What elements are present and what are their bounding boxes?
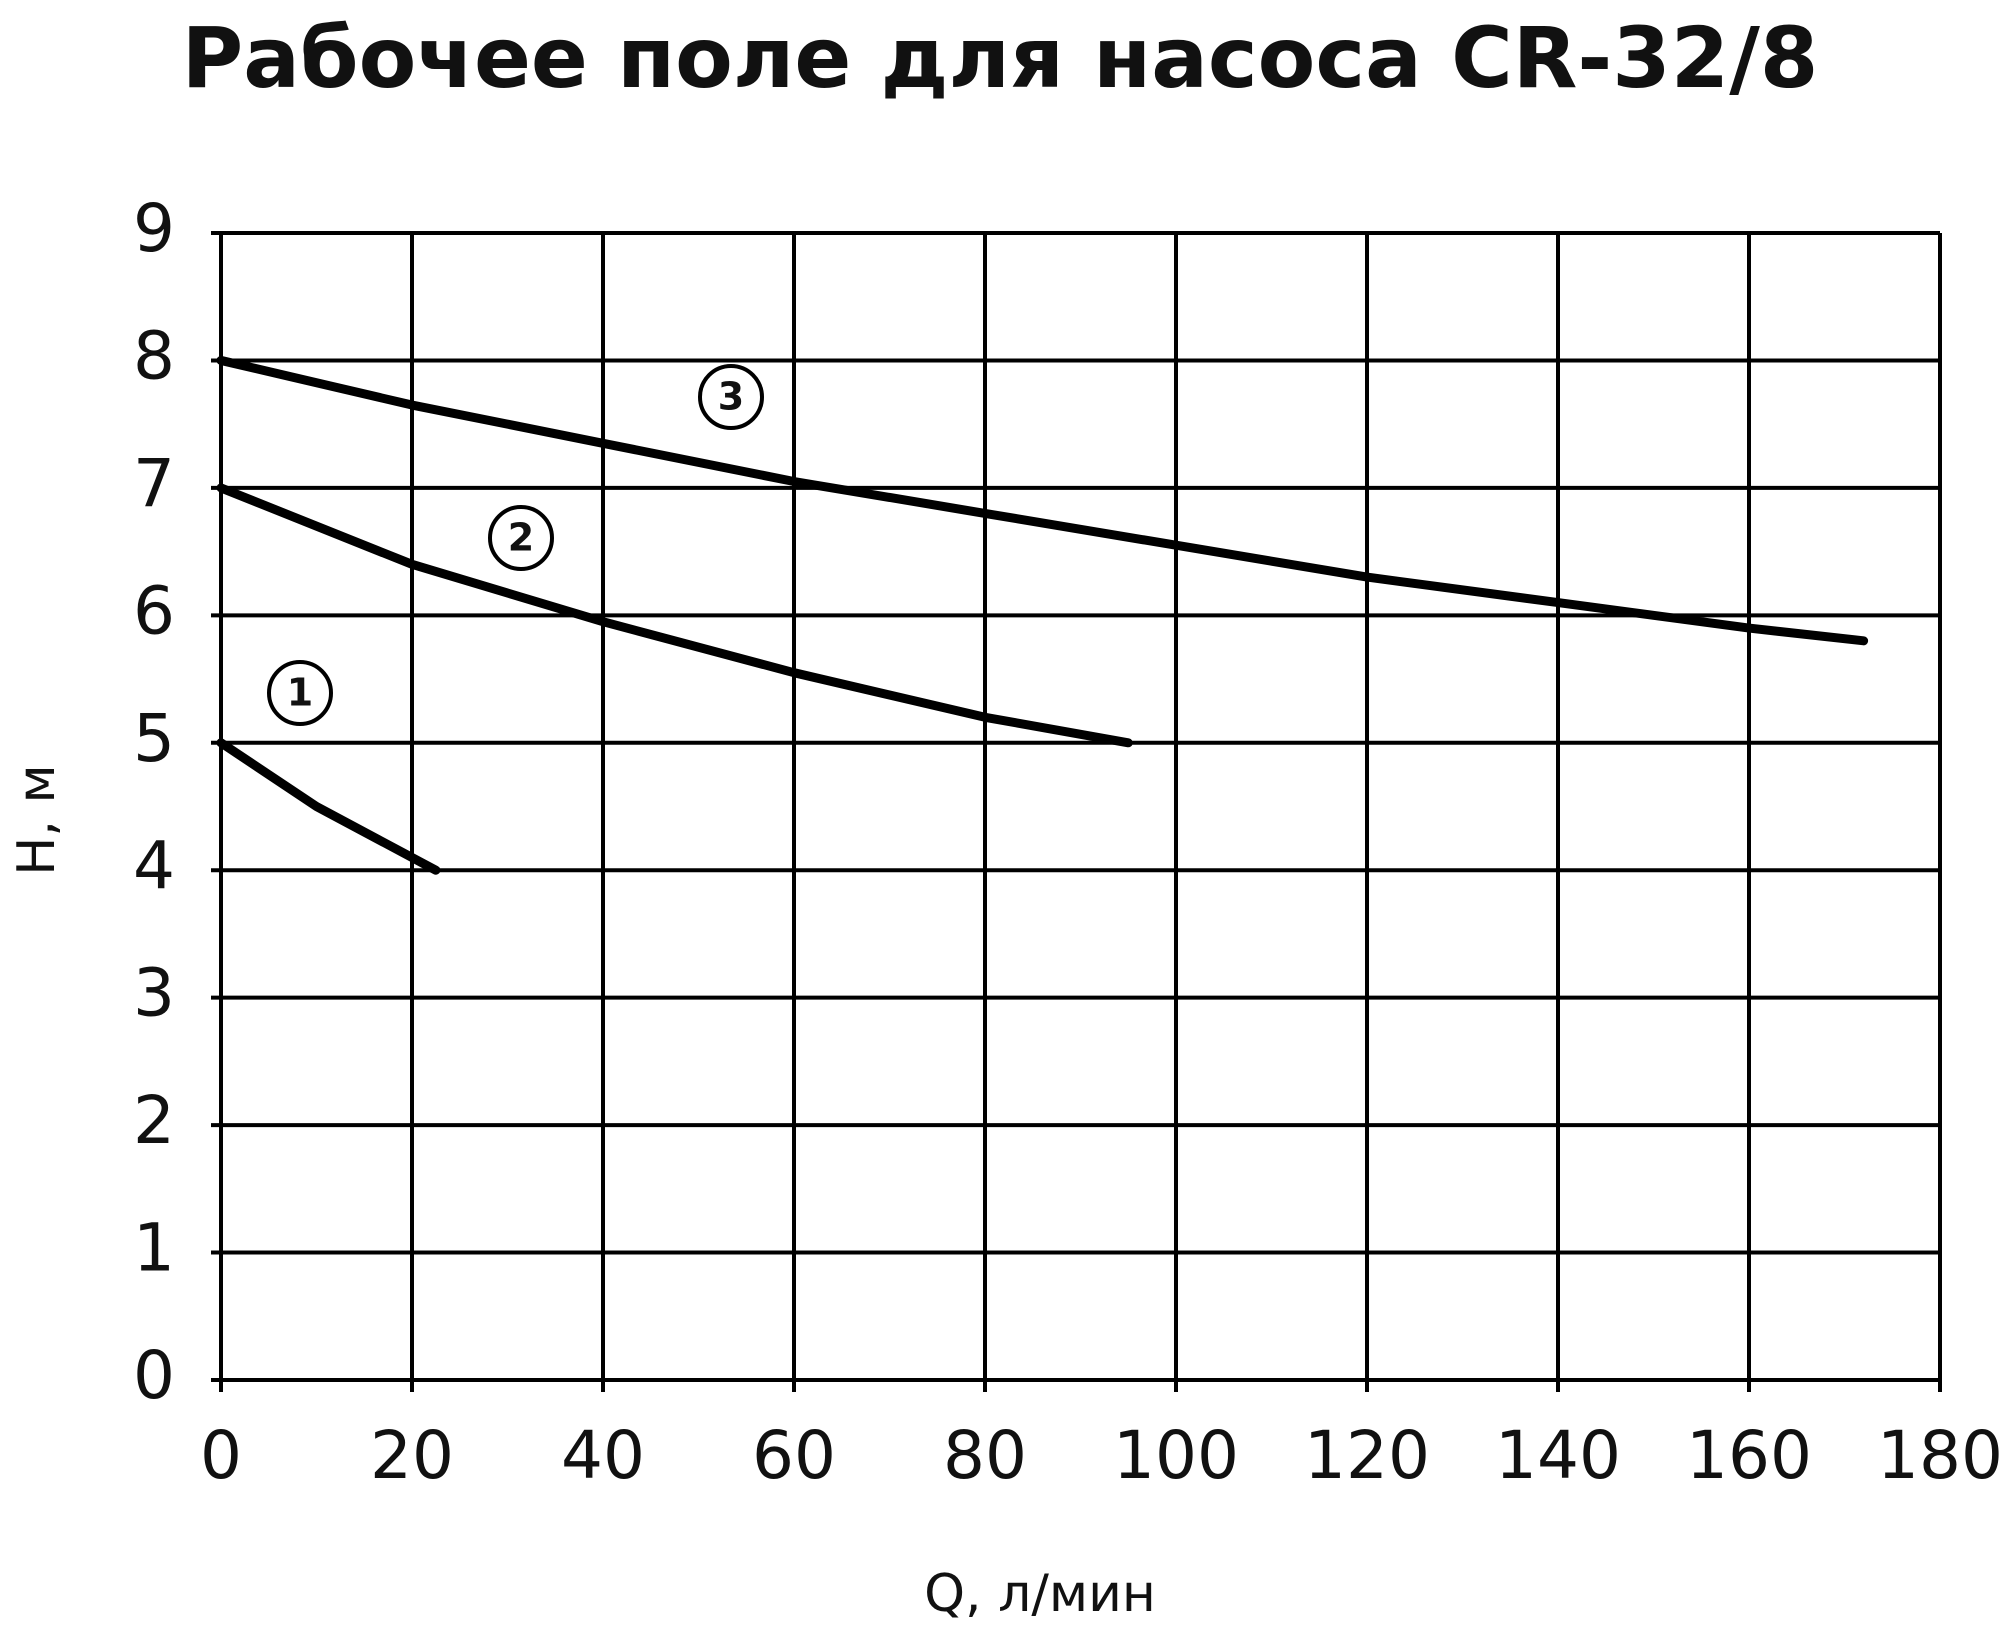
- line: [216, 483, 1133, 748]
- series-label: 2: [508, 516, 534, 560]
- series-label-circle: [488, 505, 554, 571]
- x-tick-label: 40: [561, 1417, 645, 1494]
- x-tick-label: 60: [752, 1417, 836, 1494]
- series-label: 1: [287, 671, 313, 715]
- x-tick-label: 160: [1686, 1417, 1812, 1494]
- series-label-circle: [267, 660, 333, 726]
- x-tick-label: 0: [200, 1417, 242, 1494]
- y-tick-label: 4: [133, 827, 175, 904]
- x-tick-label: 100: [1113, 1417, 1239, 1494]
- y-tick-label: 0: [133, 1337, 175, 1414]
- series-label-circle: [698, 364, 764, 430]
- y-tick-label: 2: [133, 1082, 175, 1159]
- chart-title: Рабочее поле для насоса CR-32/8: [182, 9, 1819, 107]
- y-tick-label: 3: [133, 955, 175, 1032]
- y-axis-label: H, м: [7, 764, 67, 875]
- x-tick-label: 120: [1304, 1417, 1430, 1494]
- y-tick-label: 8: [133, 318, 175, 395]
- series-label: 3: [718, 375, 744, 419]
- x-tick-label: 180: [1877, 1417, 2000, 1494]
- line: [216, 738, 441, 875]
- line: [216, 355, 1869, 646]
- y-tick-label: 1: [133, 1210, 175, 1287]
- y-tick-label: 7: [133, 445, 175, 522]
- y-tick-label: 9: [133, 190, 175, 267]
- x-tick-label: 80: [943, 1417, 1027, 1494]
- y-tick-label: 5: [133, 700, 175, 777]
- x-axis-label: Q, л/мин: [924, 1564, 1156, 1624]
- x-tick-label: 140: [1495, 1417, 1621, 1494]
- y-tick-label: 6: [133, 572, 175, 649]
- x-tick-label: 20: [370, 1417, 454, 1494]
